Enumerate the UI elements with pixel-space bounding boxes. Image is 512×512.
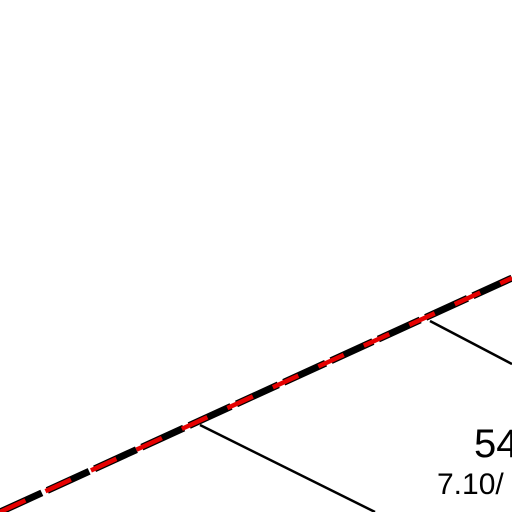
parcel-number-label: 54: [474, 422, 512, 466]
boundary-line-red: [0, 275, 512, 512]
parcel-line-right: [429, 319, 512, 366]
parcel-area-label: 7.10/: [437, 468, 504, 501]
parcel-line-left: [199, 423, 376, 512]
